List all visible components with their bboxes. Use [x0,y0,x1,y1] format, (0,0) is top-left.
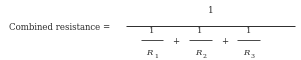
Text: +: + [172,38,180,46]
Text: 1: 1 [208,6,213,15]
Text: 2: 2 [202,54,206,60]
Text: 1: 1 [154,54,158,60]
Text: R: R [195,49,201,57]
Text: +: + [221,38,228,46]
Text: R: R [147,49,153,57]
Text: Combined resistance =: Combined resistance = [9,22,110,32]
Text: R: R [243,49,249,57]
Text: 1: 1 [246,27,251,35]
Text: 3: 3 [250,54,255,60]
Text: 1: 1 [197,27,203,35]
Text: 1: 1 [149,27,155,35]
